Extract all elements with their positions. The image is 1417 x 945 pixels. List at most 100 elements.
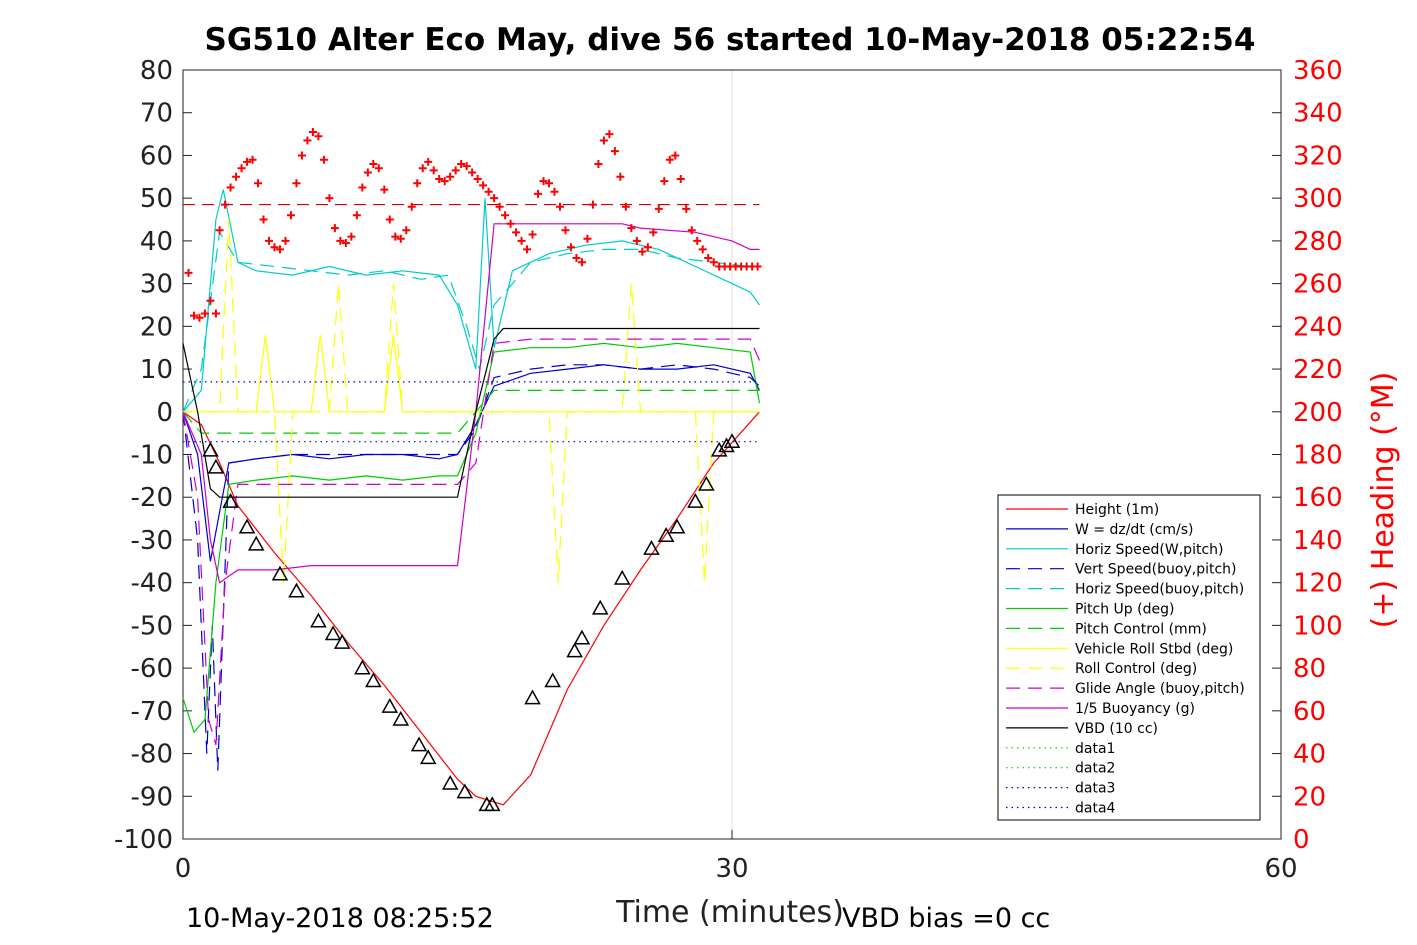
heading-point (693, 236, 702, 245)
y-right-tick-label: 260 (1293, 270, 1343, 300)
heading-point (440, 177, 449, 186)
depth-marker (544, 672, 561, 688)
depth-marker (657, 527, 675, 543)
heading-point (211, 309, 220, 318)
depth-marker (613, 569, 631, 585)
y-tick-label: 10 (140, 355, 173, 385)
chart-title: SG510 Alter Eco May, dive 56 started 10-… (205, 22, 1256, 58)
legend-entry: Pitch Control (mm) (1075, 621, 1207, 637)
legend-entry: Vehicle Roll Stbd (deg) (1075, 641, 1233, 657)
x-tick-label: 0 (175, 854, 192, 884)
y-axis-left: 80 70 60 50 40 30 20 10 0 -10 -20 -30 -40 -50 -60 -70 -8… (114, 56, 192, 855)
series-line-1 (182, 364, 761, 562)
heading-point (698, 245, 707, 254)
y-tick-label: -10 (131, 441, 173, 471)
heading-point (319, 155, 328, 164)
y-tick-label: -80 (131, 740, 173, 770)
y-right-tick-label: 60 (1293, 697, 1326, 727)
depth-marker (643, 539, 660, 555)
depth-marker (222, 492, 239, 508)
y-right-tick-label: 160 (1293, 483, 1343, 513)
heading-point (347, 232, 356, 241)
depth-marker (354, 659, 371, 675)
heading-point (413, 179, 422, 188)
heading-point (523, 245, 532, 254)
series-line-0 (182, 411, 760, 806)
heading-point (374, 164, 383, 173)
heading-point (215, 226, 224, 235)
depth-marker (668, 518, 686, 534)
y-right-tick-label: 240 (1293, 312, 1343, 342)
y-right-tick-label: 40 (1293, 740, 1326, 770)
y-right-tick-label: 120 (1293, 569, 1343, 599)
y-tick-label: -40 (131, 569, 173, 599)
heading-point (583, 234, 592, 243)
heading-point (512, 228, 521, 237)
y-right-tick-label: 140 (1293, 526, 1343, 556)
depth-marker (324, 625, 342, 641)
heading-point (676, 174, 685, 183)
heading-point (195, 313, 204, 322)
y-right-tick-label: 200 (1293, 398, 1343, 428)
heading-point (341, 239, 350, 248)
heading-point (643, 243, 652, 252)
heading-point (545, 179, 553, 188)
depth-marker (698, 475, 715, 491)
depth-marker (271, 565, 289, 581)
heading-point (325, 194, 334, 203)
heading-layer (183, 127, 762, 322)
heading-point (561, 226, 570, 235)
y-tick-label: -30 (131, 526, 173, 556)
heading-point (605, 130, 614, 139)
series-line-2 (182, 189, 760, 413)
heading-point (594, 159, 603, 168)
heading-point (369, 159, 378, 168)
heading-point (391, 232, 400, 241)
series-line-10 (182, 223, 760, 584)
y-right-tick-label: 320 (1293, 141, 1343, 171)
heading-point (753, 262, 762, 271)
heading-point (479, 181, 488, 190)
heading-point (358, 183, 367, 192)
y-tick-label: 0 (156, 398, 173, 428)
legend: Height (1m) W = dz/dt (cm/s) Horiz Speed(W… (997, 494, 1261, 821)
marker-layer (202, 433, 741, 812)
heading-point (484, 187, 493, 196)
depth-marker (410, 736, 428, 752)
heading-point (232, 172, 241, 181)
heading-point (649, 228, 658, 237)
y-tick-label: 20 (140, 312, 173, 342)
heading-point (473, 174, 482, 183)
heading-point (221, 200, 230, 209)
heading-point (616, 172, 625, 181)
depth-marker (483, 796, 501, 812)
heading-point (243, 157, 252, 166)
legend-entry: data2 (1075, 761, 1115, 777)
heading-point (457, 159, 466, 168)
heading-point (407, 202, 416, 211)
heading-point (709, 258, 718, 267)
y-tick-label: 30 (140, 270, 173, 300)
heading-point (424, 157, 433, 166)
legend-entry: Horiz Speed(buoy,pitch) (1075, 582, 1244, 598)
heading-point (446, 172, 455, 181)
y-tick-label: -60 (131, 654, 173, 684)
heading-point (226, 183, 235, 192)
legend-entry: Height (1m) (1075, 502, 1159, 518)
y-right-tick-label: 0 (1293, 825, 1310, 855)
depth-marker (381, 698, 399, 713)
heading-point (501, 211, 510, 220)
heading-point (610, 147, 619, 156)
heading-point (297, 151, 306, 160)
depth-marker (288, 582, 305, 598)
heading-point (275, 245, 284, 254)
heading-point (468, 168, 477, 177)
y-right-tick-label: 280 (1293, 227, 1343, 257)
heading-point (336, 236, 345, 245)
series-layer (182, 189, 761, 806)
depth-marker (591, 599, 609, 615)
heading-point (429, 166, 438, 175)
heading-point (402, 226, 411, 235)
series-line-11 (182, 327, 760, 498)
